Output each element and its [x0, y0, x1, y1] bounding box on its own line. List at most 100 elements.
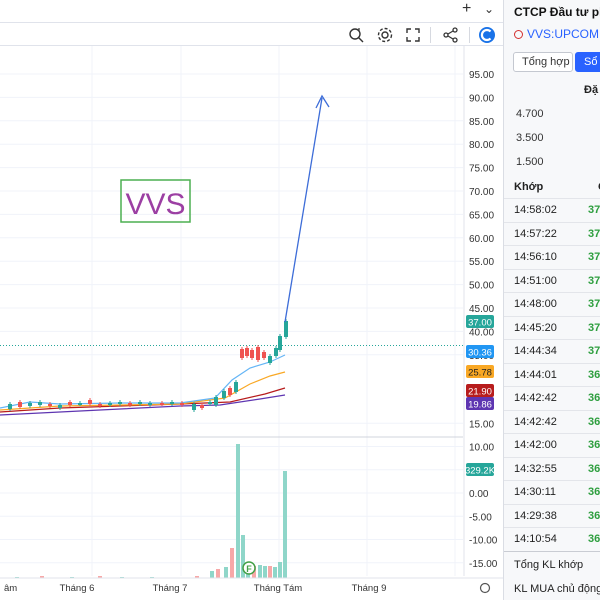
- lower-tick-label: -15.00: [469, 559, 498, 570]
- trade-price: 37: [588, 321, 600, 334]
- chart-annotations: VVS F: [120, 94, 330, 575]
- trade-row: 14:48:00 37: [504, 292, 600, 315]
- trade-time: 14:45:20: [514, 321, 557, 334]
- candle-body: [68, 402, 72, 405]
- time-tick-label: âm: [4, 583, 17, 594]
- trade-time: 14:29:38: [514, 509, 557, 522]
- candle-body: [268, 356, 272, 363]
- trade-price: 36: [588, 415, 600, 428]
- candle-body: [170, 402, 174, 404]
- active-buy-volume-label: KL MUA chủ động: [514, 583, 600, 595]
- moving-average-line: [0, 394, 286, 416]
- price-label-text: 329.2K: [465, 466, 496, 477]
- trade-row: 14:57:22 37: [504, 221, 600, 245]
- trade-price: 37: [588, 274, 600, 287]
- candle-body: [214, 397, 218, 405]
- price-label-badge: [466, 365, 494, 378]
- ticker-symbol[interactable]: VVS:UPCOM: [527, 27, 600, 41]
- trade-row: 14:29:38 36: [504, 503, 600, 527]
- volume-bar: [224, 567, 228, 578]
- sidebar-divider: [504, 551, 600, 552]
- matched-trades-price-header: G: [598, 181, 600, 193]
- volume-bar: [283, 471, 287, 578]
- add-chart-button[interactable]: +: [462, 0, 472, 17]
- volume-bar: [98, 576, 102, 578]
- trade-time: 14:48:00: [514, 298, 557, 310]
- candle-body: [128, 403, 132, 405]
- clock-icon: [514, 30, 523, 39]
- trade-time: 14:51:00: [514, 274, 557, 287]
- trade-price: 36: [588, 509, 600, 522]
- price-label-badge: [466, 345, 494, 358]
- trade-time: 14:10:54: [514, 533, 557, 545]
- candle-body: [78, 403, 82, 405]
- price-tick-label: 85.00: [469, 117, 494, 128]
- candle-body: [250, 350, 254, 358]
- price-tick-label: 45.00: [469, 304, 494, 315]
- trade-time: 14:42:00: [514, 439, 557, 451]
- trade-price: 37: [588, 227, 600, 240]
- candle-body: [278, 336, 282, 350]
- trade-row: 14:58:02 37: [504, 198, 600, 221]
- trade-row: 14:32:55 36: [504, 456, 600, 480]
- lower-tick-label: 10.00: [469, 443, 494, 454]
- trade-time: 14:44:34: [514, 345, 557, 357]
- trade-time: 14:56:10: [514, 251, 557, 263]
- trade-row: 14:51:00 37: [504, 268, 600, 292]
- volume-bar: [195, 576, 199, 578]
- volume-bar: [210, 571, 214, 578]
- trade-row: 14:42:00 36: [504, 433, 600, 456]
- trade-price: 37: [588, 298, 600, 310]
- candle-body: [48, 404, 52, 406]
- trade-row: 14:42:42 36: [504, 409, 600, 433]
- price-label-text: 30.36: [468, 348, 492, 359]
- volume-bar: [258, 565, 262, 578]
- trade-price: 36: [588, 462, 600, 475]
- price-label-text: 21.90: [468, 387, 492, 398]
- price-label-text: 25.78: [468, 368, 492, 379]
- trade-row: 14:44:34 37: [504, 339, 600, 362]
- tab-so-lenh[interactable]: Sổ: [575, 52, 600, 72]
- price-tick-label: 60.00: [469, 234, 494, 245]
- lower-tick-label: -10.00: [469, 536, 498, 547]
- time-tick-label: Tháng 6: [60, 583, 95, 594]
- candlestick-series: [8, 319, 288, 412]
- volume-bar: [230, 548, 234, 578]
- candle-body: [38, 402, 42, 405]
- candle-body: [228, 388, 232, 395]
- chart-title: VVS: [125, 188, 185, 221]
- event-marker-label: F: [246, 564, 252, 574]
- candle-body: [108, 403, 112, 405]
- time-tick-label: Tháng 9: [352, 583, 387, 594]
- indicator-search-icon[interactable]: [347, 25, 367, 45]
- candle-body: [28, 403, 32, 406]
- candle-body: [192, 404, 196, 410]
- candle-body: [160, 403, 164, 405]
- trade-time: 14:42:42: [514, 392, 557, 404]
- price-label-text: 19.86: [468, 400, 492, 411]
- gear-icon[interactable]: [375, 25, 395, 45]
- tab-tong-hop[interactable]: Tổng hợp: [513, 52, 573, 72]
- trade-price: 36: [588, 368, 600, 381]
- price-chart[interactable]: VVS F 95.00 90.00 85.00 80.00 75.00 70.00 65.00…: [0, 46, 503, 600]
- price-tick-label: 50.00: [469, 281, 494, 292]
- volume-bar: [241, 535, 245, 578]
- price-label-text: 37.00: [468, 318, 492, 329]
- company-title: CTCP Đầu tư ph: [514, 5, 600, 19]
- share-icon[interactable]: [441, 25, 461, 45]
- candle-body: [148, 403, 152, 405]
- ticker-link[interactable]: VVS:UPCOM: [514, 27, 599, 41]
- candle-body: [18, 402, 22, 407]
- axis-settings-icon: [479, 582, 491, 594]
- trade-row: 14:45:20 37: [504, 315, 600, 339]
- price-label-badge: [466, 384, 494, 397]
- chart-panel[interactable]: + ⌄: [0, 0, 503, 600]
- collapse-chevron-icon[interactable]: ⌄: [484, 2, 495, 16]
- chart-grid: [0, 46, 465, 576]
- price-tick-label: 70.00: [469, 187, 494, 198]
- lower-tick-label: 0.00: [469, 489, 489, 500]
- price-tick-label: 65.00: [469, 210, 494, 221]
- candle-body: [118, 402, 122, 404]
- brand-logo-icon[interactable]: [477, 25, 497, 45]
- fullscreen-icon[interactable]: [403, 25, 423, 45]
